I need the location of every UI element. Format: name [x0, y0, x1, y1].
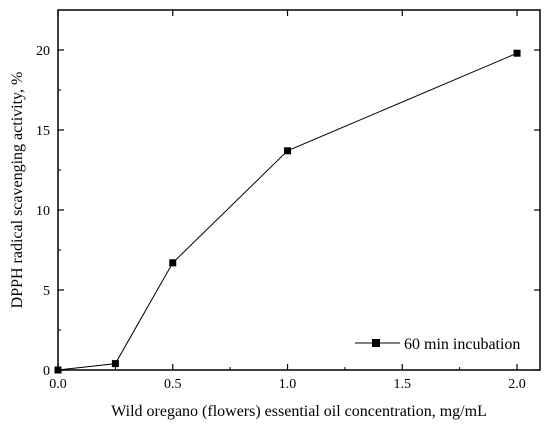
data-point — [54, 366, 62, 374]
y-tick-label: 20 — [36, 44, 50, 59]
x-tick-label: 1.0 — [279, 377, 297, 392]
x-tick-label: 1.5 — [394, 377, 412, 392]
x-tick-label: 0.5 — [164, 377, 182, 392]
y-tick-label: 10 — [36, 204, 50, 219]
x-tick-label: 0.0 — [49, 377, 67, 392]
data-point — [111, 360, 119, 368]
y-tick-label: 0 — [43, 364, 50, 379]
y-axis-label: DPPH radical scavenging activity, % — [9, 72, 26, 309]
y-tick-label: 15 — [36, 124, 50, 139]
data-point — [284, 147, 292, 155]
x-axis-label: Wild oregano (flowers) essential oil con… — [111, 403, 487, 420]
y-axis-ticks: 0 5 10 15 20 — [36, 44, 540, 379]
x-axis-ticks: 0.0 0.5 1.0 1.5 2.0 — [49, 10, 526, 392]
x-tick-label: 2.0 — [508, 377, 526, 392]
legend: 60 min incubation — [355, 336, 520, 353]
series-lines — [57, 52, 518, 371]
legend-marker-square — [372, 339, 380, 347]
legend-label: 60 min incubation — [404, 336, 520, 353]
series-line — [57, 52, 518, 371]
plot-frame — [57, 9, 541, 371]
data-point — [513, 49, 521, 57]
y-tick-label: 5 — [43, 284, 50, 299]
series-points — [54, 49, 521, 374]
data-point — [169, 259, 177, 267]
